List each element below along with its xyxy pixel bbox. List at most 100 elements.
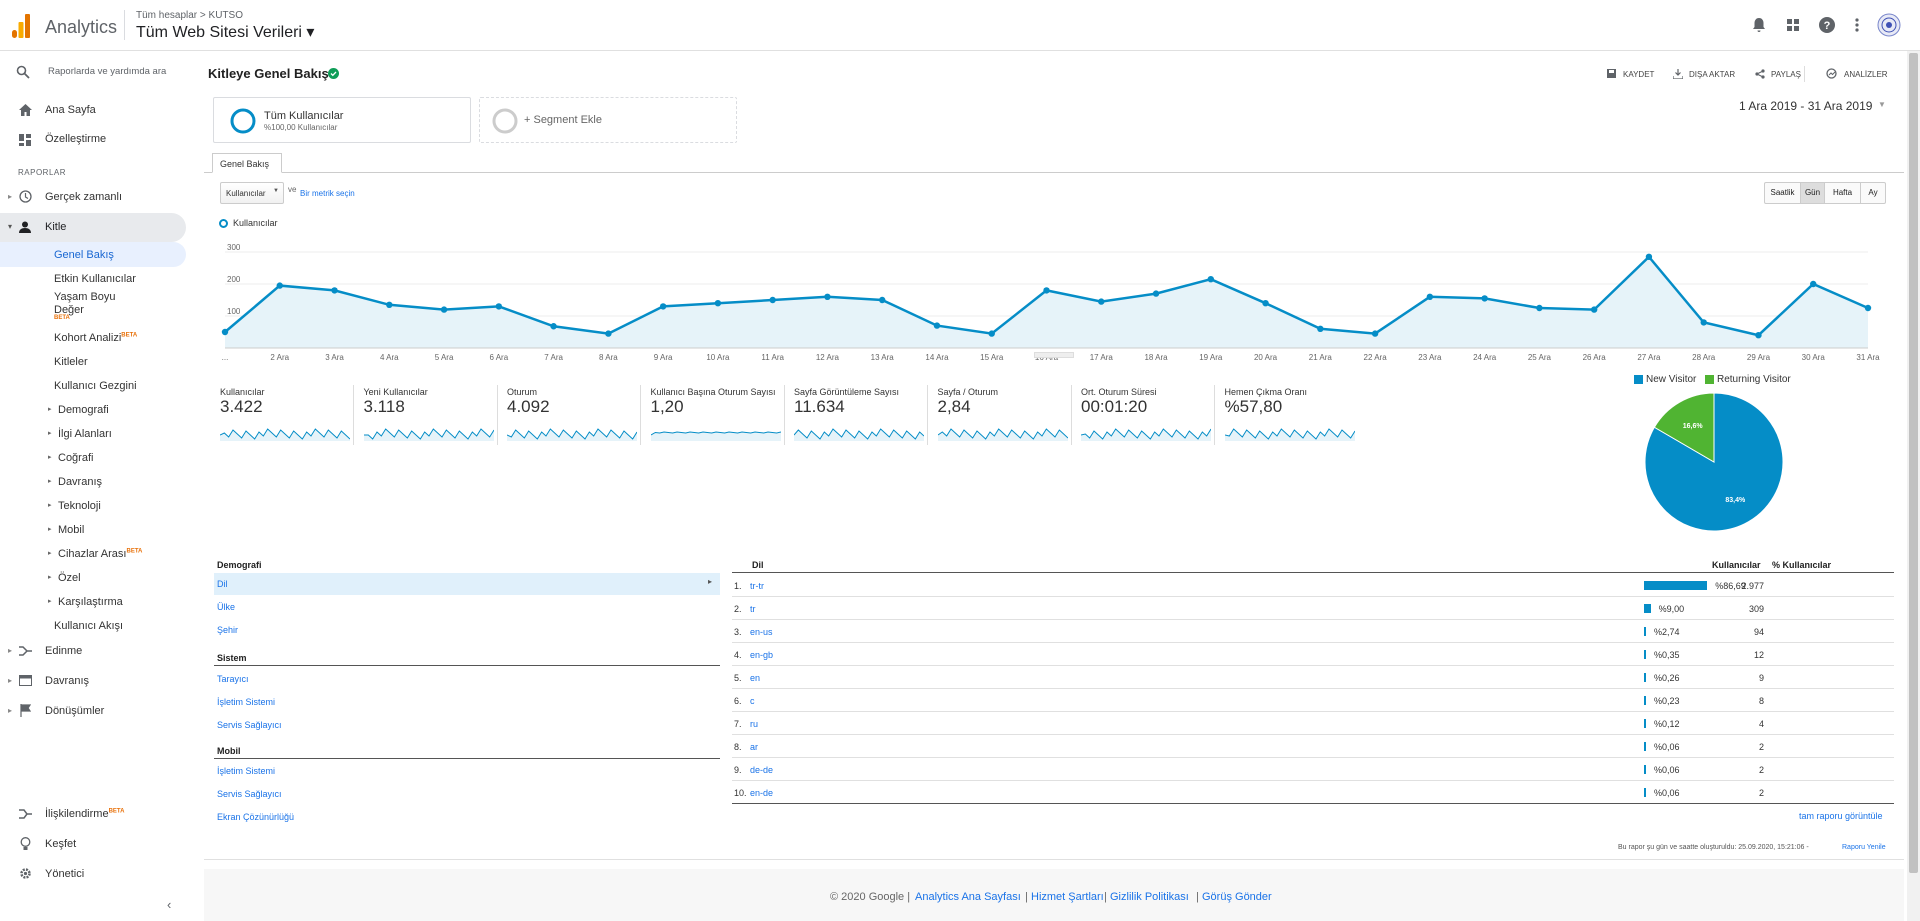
data-point[interactable] xyxy=(1700,319,1707,326)
footer-link-privacy[interactable]: Gizlilik Politikası xyxy=(1110,891,1189,903)
sidebar-item-audience[interactable]: Kitle xyxy=(45,221,67,233)
data-point[interactable] xyxy=(1864,304,1872,312)
sidebar-item-demographics[interactable]: Demografi xyxy=(58,404,109,416)
export-button[interactable]: DIŞA AKTAR xyxy=(1689,70,1736,79)
data-point[interactable] xyxy=(1317,325,1324,332)
footer-link-terms[interactable]: Hizmet Şartları xyxy=(1031,891,1104,903)
sidebar-item-discover[interactable]: Keşfet xyxy=(45,838,77,850)
sidebar-item-lifetime-value[interactable]: Yaşam Boyu Değer xyxy=(54,291,116,316)
expand-arrow-icon[interactable]: ▸ xyxy=(48,550,52,557)
breadcrumb[interactable]: Tüm hesaplar > KUTSO xyxy=(136,10,243,21)
table-row[interactable]: 6. c 8 %0,23 xyxy=(732,689,1894,712)
avatar[interactable] xyxy=(1877,13,1901,37)
data-point[interactable] xyxy=(659,303,667,310)
language-link[interactable]: en-de xyxy=(750,788,774,798)
granularity-week[interactable]: Hafta xyxy=(1825,183,1861,203)
data-point[interactable] xyxy=(714,300,722,307)
sidebar-item-interests[interactable]: İlgi Alanları xyxy=(58,428,112,440)
expand-arrow-icon[interactable]: ▸ xyxy=(48,574,52,581)
sidebar-item-admin[interactable]: Yönetici xyxy=(45,868,85,880)
add-segment-button[interactable]: + Segment Ekle xyxy=(479,97,737,143)
expand-arrow-icon[interactable]: ▸ xyxy=(8,646,13,655)
chevron-down-icon[interactable]: ▼ xyxy=(1878,100,1886,109)
scorecard[interactable]: Yeni Kullanıcılar 3.118 xyxy=(358,385,498,445)
data-point[interactable] xyxy=(879,296,886,304)
date-range-picker[interactable]: 1 Ara 2019 - 31 Ara 2019 xyxy=(1739,99,1873,113)
data-point[interactable] xyxy=(331,287,338,294)
chart-resize-handle[interactable] xyxy=(1034,352,1074,358)
data-point[interactable] xyxy=(276,282,283,289)
more-vert-icon[interactable] xyxy=(1848,16,1866,34)
full-report-link[interactable]: tam raporu görüntüle xyxy=(1799,811,1883,821)
help-icon[interactable]: ? xyxy=(1818,16,1836,34)
visitor-pie-chart[interactable]: 83,4% 16,6% xyxy=(1644,392,1784,532)
data-point[interactable] xyxy=(988,330,995,337)
sidebar-item-cohort[interactable]: Kohort AnaliziBETA xyxy=(54,332,137,344)
scorecard[interactable]: Sayfa / Oturum 2,84 xyxy=(932,385,1072,445)
sidebar-item-user-explorer[interactable]: Kullanıcı Gezgini xyxy=(54,380,137,392)
mobile-item-resolution[interactable]: Ekran Çözünürlüğü xyxy=(217,812,295,822)
data-point[interactable] xyxy=(1098,298,1105,305)
tab-overview[interactable]: Genel Bakış xyxy=(212,153,282,173)
table-row[interactable]: 5. en 9 %0,26 xyxy=(732,666,1894,689)
language-link[interactable]: tr xyxy=(750,604,756,614)
data-point[interactable] xyxy=(1043,287,1050,294)
data-point[interactable] xyxy=(1590,306,1598,313)
refresh-report-link[interactable]: Raporu Yenile xyxy=(1842,844,1886,851)
scorecard[interactable]: Kullanıcı Başına Oturum Sayısı 1,20 xyxy=(645,385,785,445)
data-point[interactable] xyxy=(1152,290,1160,297)
data-point[interactable] xyxy=(824,293,831,300)
language-link[interactable]: tr-tr xyxy=(750,581,764,591)
granularity-hourly[interactable]: Saatlik xyxy=(1765,183,1801,203)
language-link[interactable]: en-gb xyxy=(750,650,774,660)
scorecard[interactable]: Kullanıcılar 3.422 xyxy=(214,385,354,445)
sidebar-item-behavior-sub[interactable]: Davranış xyxy=(58,476,103,488)
save-button[interactable]: KAYDET xyxy=(1623,70,1655,79)
table-row[interactable]: 7. ru 4 %0,12 xyxy=(732,712,1894,735)
collapse-arrow-icon[interactable]: ▾ xyxy=(8,222,13,231)
granularity-month[interactable]: Ay xyxy=(1868,188,1878,197)
data-point[interactable] xyxy=(1481,295,1488,302)
data-point[interactable] xyxy=(933,322,941,329)
data-point[interactable] xyxy=(1755,332,1762,339)
sidebar-item-audiences[interactable]: Kitleler xyxy=(54,356,88,368)
language-link[interactable]: c xyxy=(750,696,755,706)
table-row[interactable]: 1. tr-tr 2.977 %86,69 xyxy=(732,574,1894,597)
sidebar-item-active-users[interactable]: Etkin Kullanıcılar xyxy=(54,273,136,285)
demographics-item-language-row[interactable]: Dil ▸ xyxy=(214,573,720,595)
expand-arrow-icon[interactable]: ▸ xyxy=(48,406,52,413)
data-point[interactable] xyxy=(550,323,557,330)
scorecard[interactable]: Ort. Oturum Süresi 00:01:20 xyxy=(1075,385,1215,445)
sidebar-item-acquisition[interactable]: Edinme xyxy=(45,645,83,657)
data-point[interactable] xyxy=(386,301,393,308)
sidebar-item-customization[interactable]: Özelleştirme xyxy=(45,133,107,145)
legend-new-visitor[interactable]: New Visitor xyxy=(1646,374,1697,385)
footer-link-feedback[interactable]: Görüş Gönder xyxy=(1202,891,1272,903)
scrollbar-thumb[interactable] xyxy=(1909,53,1918,873)
language-link[interactable]: de-de xyxy=(750,765,774,775)
apps-grid-icon[interactable] xyxy=(1784,16,1802,34)
sidebar-item-benchmark[interactable]: Karşılaştırma xyxy=(58,596,123,608)
language-link[interactable]: en-us xyxy=(750,627,773,637)
data-point[interactable] xyxy=(1536,304,1543,312)
collapse-sidebar-icon[interactable]: ‹ xyxy=(167,897,172,912)
expand-arrow-icon[interactable]: ▸ xyxy=(48,478,52,485)
sidebar-item-custom[interactable]: Özel xyxy=(58,572,81,584)
expand-arrow-icon[interactable]: ▸ xyxy=(8,706,13,715)
system-item-os[interactable]: İşletim Sistemi xyxy=(217,697,276,707)
demographics-item-country[interactable]: Ülke xyxy=(217,602,236,612)
table-row[interactable]: 2. tr 309 %9,00 xyxy=(732,597,1894,620)
sidebar-item-overview[interactable]: Genel Bakış xyxy=(54,249,114,261)
data-point[interactable] xyxy=(1262,300,1269,307)
expand-arrow-icon[interactable]: ▸ xyxy=(48,502,52,509)
expand-arrow-icon[interactable]: ▸ xyxy=(48,526,52,533)
data-point[interactable] xyxy=(1645,253,1653,260)
data-point[interactable] xyxy=(221,328,229,336)
system-item-provider[interactable]: Servis Sağlayıcı xyxy=(217,720,282,730)
data-point[interactable] xyxy=(1426,293,1434,300)
analytics-logo-icon[interactable] xyxy=(12,14,30,38)
sidebar-item-behavior[interactable]: Davranış xyxy=(45,675,90,687)
legend-returning-visitor[interactable]: Returning Visitor xyxy=(1717,374,1791,385)
granularity-day[interactable]: Gün xyxy=(1801,183,1825,203)
scorecard[interactable]: Oturum 4.092 xyxy=(501,385,641,445)
